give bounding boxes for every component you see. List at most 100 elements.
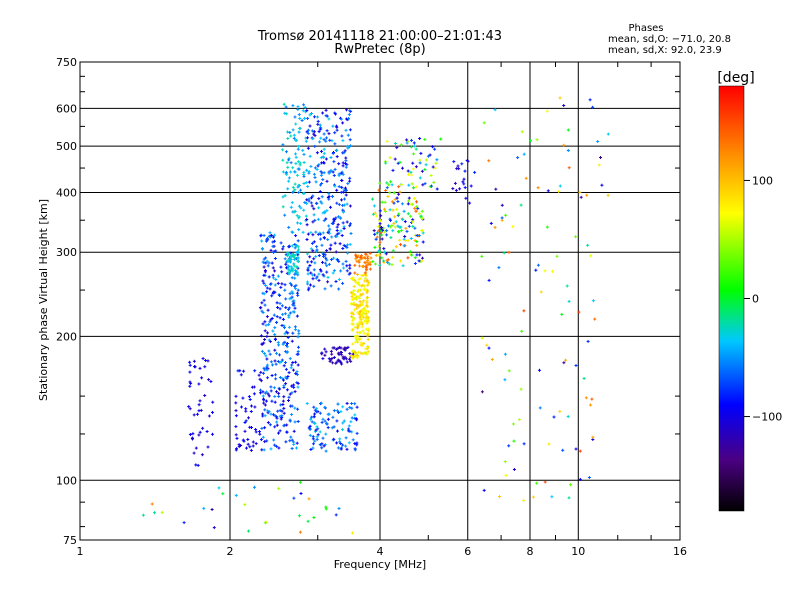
data-point bbox=[342, 355, 344, 359]
data-point bbox=[274, 326, 276, 330]
data-point bbox=[355, 257, 357, 261]
data-point bbox=[270, 233, 272, 237]
data-point bbox=[294, 188, 296, 192]
data-point bbox=[202, 357, 204, 361]
data-point bbox=[354, 278, 356, 282]
data-point bbox=[436, 187, 438, 191]
x-tick-label: 6 bbox=[464, 545, 471, 558]
data-point bbox=[289, 131, 291, 134]
data-point bbox=[198, 382, 200, 386]
data-point bbox=[292, 299, 294, 303]
data-point bbox=[354, 293, 356, 297]
data-point bbox=[321, 351, 323, 355]
data-point bbox=[238, 445, 240, 449]
data-point bbox=[340, 229, 342, 233]
data-point bbox=[299, 117, 301, 120]
data-point bbox=[284, 111, 286, 115]
data-point bbox=[294, 246, 296, 250]
data-point bbox=[320, 200, 322, 204]
data-point bbox=[306, 202, 307, 205]
data-point bbox=[359, 331, 361, 334]
data-point bbox=[503, 251, 505, 255]
data-point bbox=[395, 220, 397, 224]
data-point bbox=[348, 424, 350, 428]
data-point bbox=[383, 247, 385, 251]
data-point bbox=[481, 390, 483, 394]
data-point bbox=[250, 448, 252, 452]
data-point bbox=[422, 217, 424, 221]
data-point bbox=[318, 254, 320, 258]
data-point bbox=[198, 409, 200, 413]
data-point bbox=[298, 113, 300, 117]
data-point bbox=[280, 417, 282, 421]
data-point bbox=[312, 437, 314, 441]
data-point bbox=[403, 237, 405, 241]
data-point bbox=[347, 182, 349, 186]
data-points bbox=[141, 96, 610, 535]
data-point bbox=[435, 161, 437, 165]
data-point bbox=[307, 232, 309, 236]
data-point bbox=[416, 253, 418, 257]
data-point bbox=[366, 279, 368, 283]
data-point bbox=[501, 216, 503, 220]
data-point bbox=[282, 377, 284, 381]
data-point bbox=[266, 366, 267, 370]
data-point bbox=[250, 410, 252, 413]
data-point bbox=[310, 231, 312, 235]
data-point bbox=[349, 138, 351, 142]
data-point bbox=[358, 312, 360, 316]
data-point bbox=[277, 409, 279, 413]
data-point bbox=[429, 153, 431, 157]
data-point bbox=[189, 407, 191, 411]
data-point bbox=[298, 228, 300, 232]
data-point bbox=[338, 215, 340, 219]
data-point bbox=[404, 220, 406, 224]
data-point bbox=[334, 241, 336, 245]
data-point bbox=[264, 391, 266, 395]
data-point bbox=[386, 181, 388, 185]
data-point bbox=[288, 306, 290, 310]
data-point bbox=[340, 117, 342, 121]
data-point bbox=[523, 498, 525, 502]
data-point bbox=[597, 140, 599, 143]
data-point bbox=[361, 284, 363, 288]
data-point bbox=[316, 437, 318, 441]
data-point bbox=[341, 234, 343, 237]
data-point bbox=[280, 403, 282, 407]
data-point bbox=[357, 304, 358, 308]
data-point bbox=[378, 229, 380, 233]
data-point bbox=[318, 163, 320, 166]
data-point bbox=[310, 271, 312, 275]
data-point bbox=[285, 330, 287, 334]
data-point bbox=[310, 247, 312, 251]
data-point bbox=[413, 141, 415, 145]
data-point bbox=[352, 278, 354, 282]
data-point bbox=[566, 284, 568, 288]
data-point bbox=[299, 530, 301, 534]
data-point bbox=[303, 173, 305, 176]
data-point bbox=[273, 251, 274, 254]
data-point bbox=[575, 364, 577, 367]
data-point bbox=[420, 214, 422, 218]
data-point bbox=[402, 218, 404, 221]
data-point bbox=[267, 331, 268, 335]
data-point bbox=[266, 399, 267, 403]
data-point bbox=[320, 136, 322, 140]
data-point bbox=[276, 420, 278, 424]
data-point bbox=[355, 297, 357, 301]
data-point bbox=[313, 405, 315, 409]
data-point bbox=[274, 348, 276, 352]
data-point bbox=[355, 336, 357, 340]
data-point bbox=[354, 271, 356, 275]
data-point bbox=[505, 213, 507, 217]
data-point bbox=[296, 138, 297, 142]
data-point bbox=[329, 231, 331, 235]
data-point bbox=[386, 229, 388, 233]
data-point bbox=[359, 309, 361, 313]
data-point bbox=[358, 295, 360, 299]
data-point bbox=[298, 215, 300, 219]
data-point bbox=[360, 351, 362, 355]
data-point bbox=[265, 256, 267, 260]
data-point bbox=[281, 414, 283, 418]
data-point bbox=[567, 415, 569, 419]
